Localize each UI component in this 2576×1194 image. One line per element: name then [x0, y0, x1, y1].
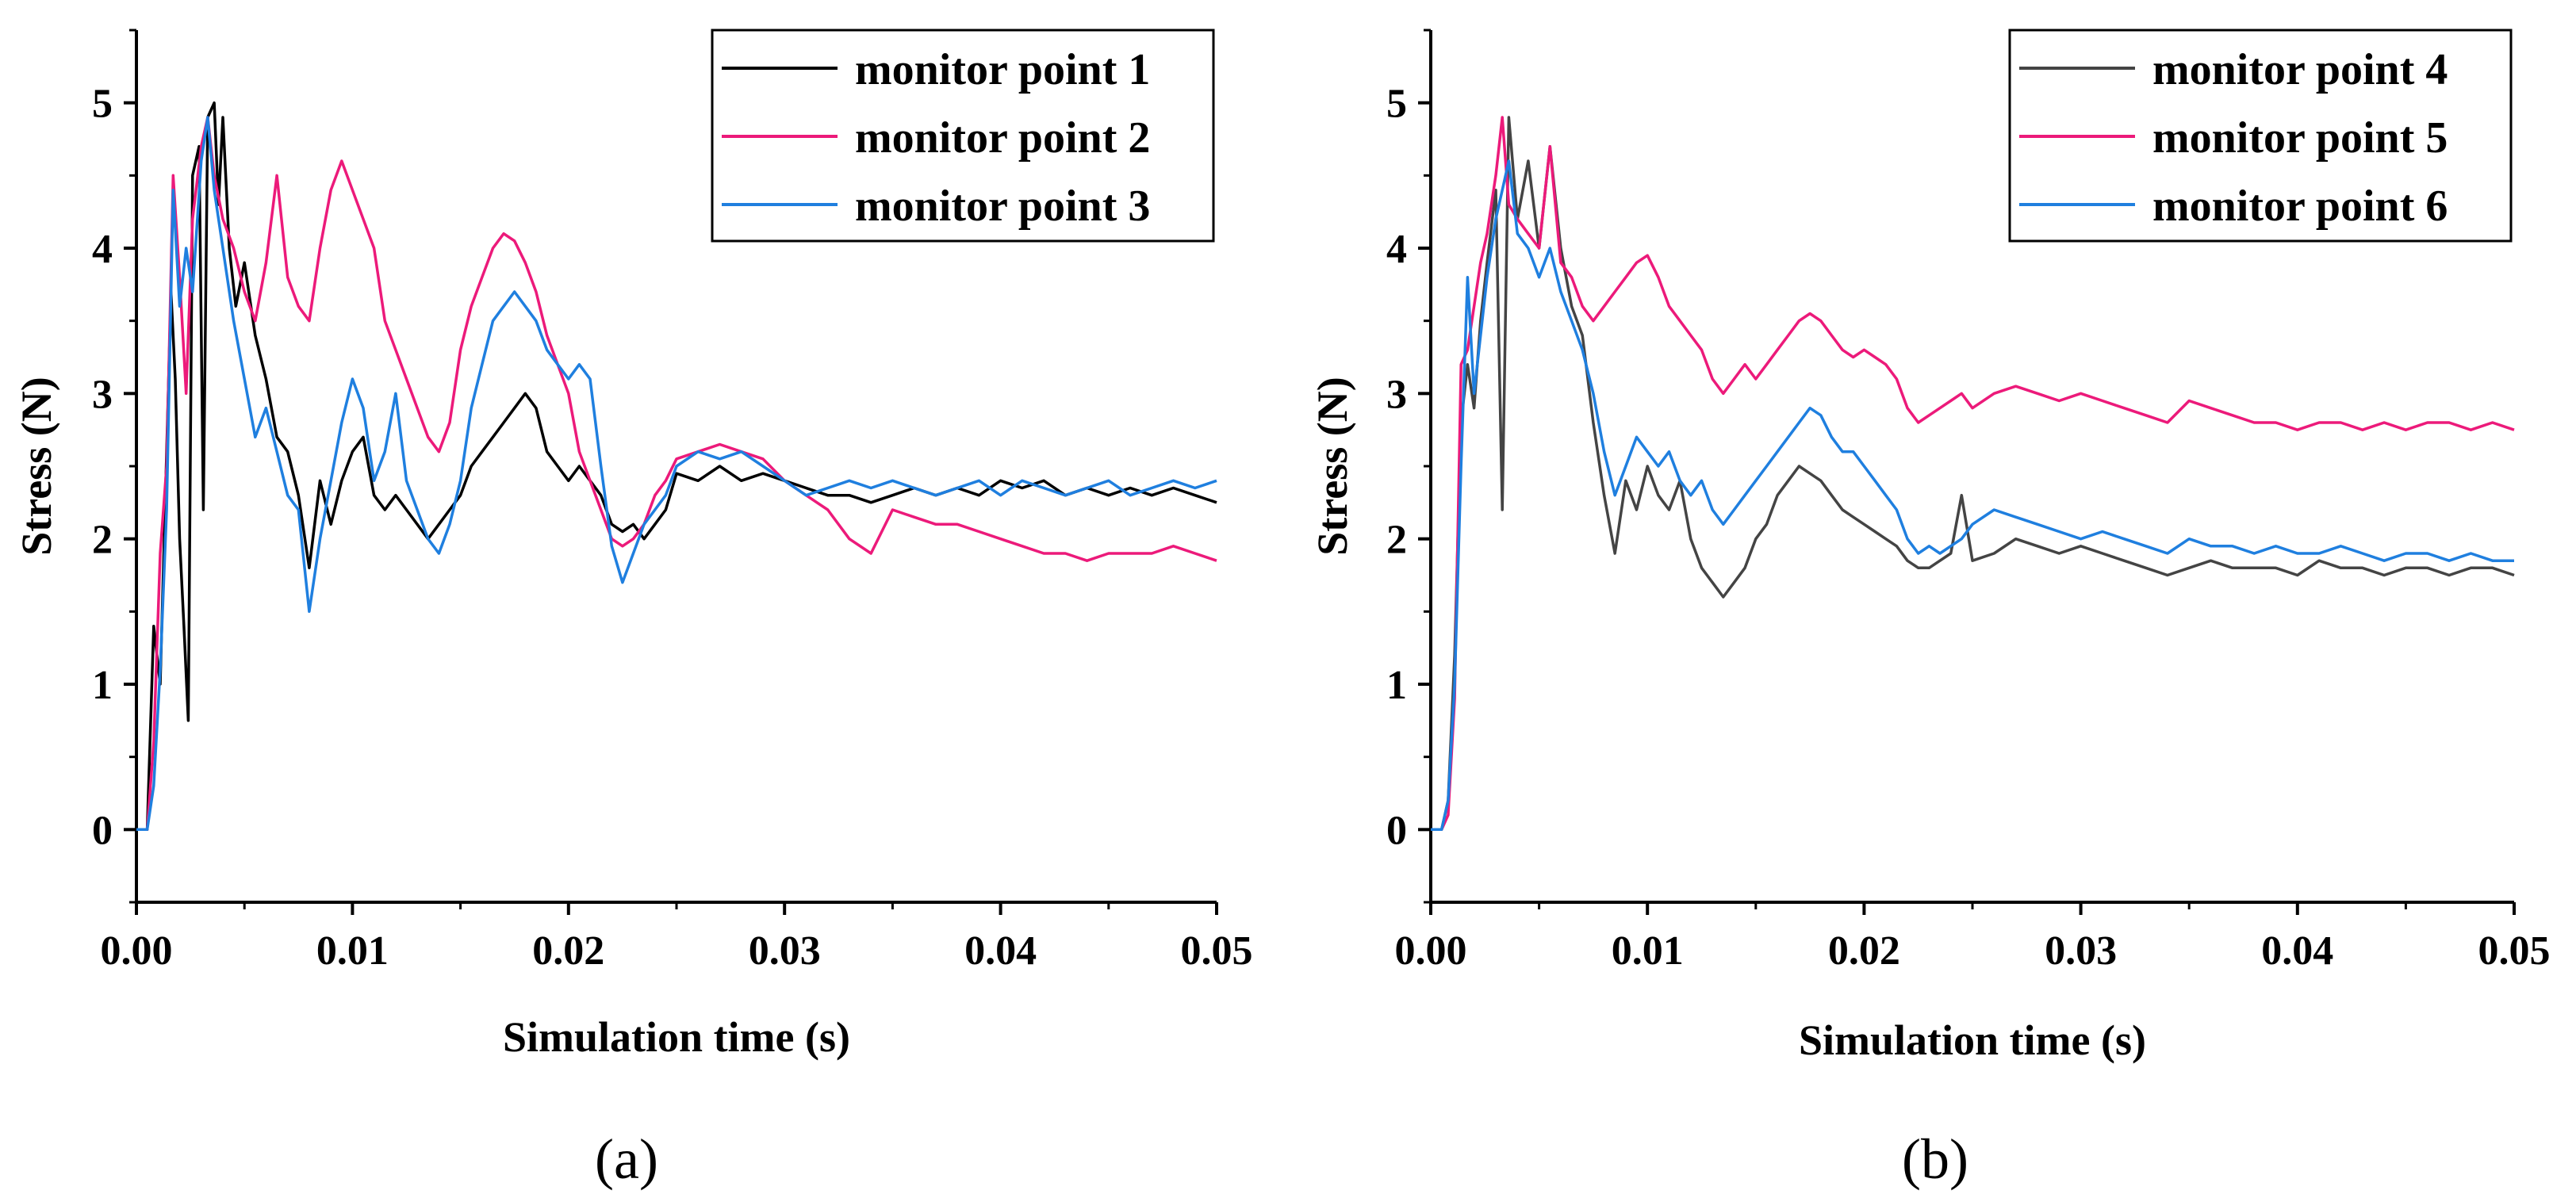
legend-entry: monitor point 6: [2152, 182, 2448, 231]
x-tick-label: 0.01: [1612, 928, 1684, 974]
legend-entry: monitor point 2: [855, 113, 1150, 163]
legend-entry: monitor point 1: [855, 45, 1150, 94]
x-tick-label: 0.04: [2261, 928, 2333, 974]
x-axis-label: Simulation time (s): [503, 1013, 850, 1061]
series-line-monitor-point-6: [1431, 159, 2514, 832]
legend-entry: monitor point 5: [2152, 113, 2448, 163]
x-tick-label: 0.00: [101, 928, 173, 974]
y-axis-label: Stress (N): [1309, 377, 1356, 555]
series-line-monitor-point-4: [1431, 116, 2515, 832]
y-tick-label: 0: [92, 808, 113, 853]
x-tick-label: 0.05: [2478, 928, 2551, 974]
x-tick-label: 0.04: [964, 928, 1037, 974]
y-tick-label: 1: [1386, 663, 1407, 708]
y-tick-label: 4: [92, 227, 113, 272]
legend-entry: monitor point 4: [2152, 45, 2448, 94]
y-tick-label: 5: [92, 82, 113, 127]
y-tick-label: 5: [1386, 82, 1407, 127]
x-tick-label: 0.01: [316, 928, 389, 974]
series-line-monitor-point-2: [136, 116, 1217, 832]
x-tick-label: 0.05: [1181, 928, 1253, 974]
x-tick-label: 0.03: [2045, 928, 2117, 974]
series-line-monitor-point-5: [1431, 116, 2515, 832]
x-tick-label: 0.02: [532, 928, 604, 974]
y-tick-label: 2: [1386, 518, 1407, 563]
series-line-monitor-point-3: [136, 116, 1217, 832]
y-axis-label: Stress (N): [13, 377, 60, 555]
y-tick-label: 4: [1386, 227, 1407, 272]
x-tick-label: 0.02: [1828, 928, 1900, 974]
x-tick-label: 0.00: [1395, 928, 1467, 974]
panel-label-b: (b): [1902, 1127, 1968, 1191]
y-tick-label: 3: [1386, 372, 1407, 417]
x-axis-label: Simulation time (s): [1799, 1016, 2146, 1064]
y-tick-label: 0: [1386, 808, 1407, 853]
chart-panel-a: 0.00 0.01 0.02 0.03 0.04 0.05 0 1 2 3 4 5 Simulation…: [13, 29, 1253, 1191]
x-tick-label: 0.03: [749, 928, 821, 974]
y-tick-label: 2: [92, 518, 113, 563]
legend-entry: monitor point 3: [855, 182, 1150, 231]
y-tick-label: 1: [92, 663, 113, 708]
y-tick-label: 3: [92, 372, 113, 417]
panel-label-a: (a): [595, 1127, 658, 1191]
chart-panel-b: 0.00 0.01 0.02 0.03 0.04 0.05 0 1 2 3 4 5 Simulation…: [1309, 29, 2551, 1191]
